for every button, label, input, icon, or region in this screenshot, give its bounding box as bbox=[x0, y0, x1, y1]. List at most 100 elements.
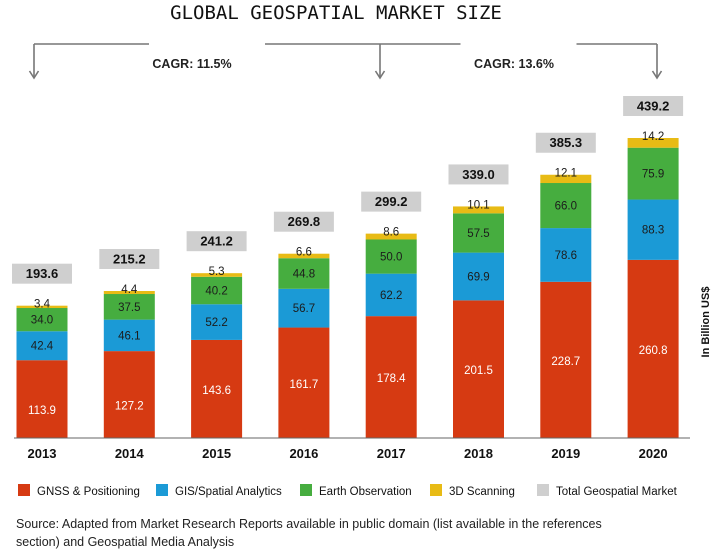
chart-title: GLOBAL GEOSPATIAL MARKET SIZE bbox=[170, 2, 502, 24]
data-label-gis-spatial-analytics-2015: 52.2 bbox=[205, 317, 227, 329]
legend-swatch-3d-scanning bbox=[430, 484, 442, 496]
data-label-gis-spatial-analytics-2019: 78.6 bbox=[555, 250, 577, 262]
bar-gnss-positioning-2018 bbox=[453, 300, 504, 438]
bar-gis-spatial-analytics-2017 bbox=[365, 273, 417, 317]
total-badge-2019 bbox=[535, 132, 596, 153]
data-label-3d-scanning-2020: 14.2 bbox=[642, 131, 664, 143]
data-label-earth-observation-2019: 66.0 bbox=[555, 201, 577, 213]
data-label-3d-scanning-2016: 6.6 bbox=[296, 247, 312, 259]
data-label-3d-scanning-2013: 3.4 bbox=[34, 299, 51, 311]
data-label-3d-scanning-2017: 8.6 bbox=[383, 227, 399, 239]
bars: 113.9 42.4 34.0 3.4 193.6 127.2 46.1 37.5 4.4 215… bbox=[12, 96, 684, 438]
x-tick-2017: 2017 bbox=[377, 446, 406, 461]
legend: GNSS & Positioning GIS/Spatial Analytics E… bbox=[18, 484, 678, 498]
x-tick-2019: 2019 bbox=[551, 446, 580, 461]
data-label-gnss-positioning-2014: 127.2 bbox=[115, 401, 144, 413]
bar-3d-scanning-2014 bbox=[103, 291, 155, 295]
bar-gis-spatial-analytics-2015 bbox=[191, 304, 243, 340]
total-label-2018: 339.0 bbox=[462, 167, 495, 182]
bar-earth-observation-2015 bbox=[191, 276, 243, 305]
data-label-3d-scanning-2018: 10.1 bbox=[467, 199, 489, 211]
data-label-earth-observation-2020: 75.9 bbox=[642, 169, 664, 181]
bar-gis-spatial-analytics-2016 bbox=[278, 288, 330, 328]
data-label-gnss-positioning-2017: 178.4 bbox=[377, 373, 406, 385]
total-badge-2020 bbox=[623, 96, 684, 116]
bar-gis-spatial-analytics-2014 bbox=[103, 319, 155, 352]
x-tick-2018: 2018 bbox=[464, 446, 493, 461]
data-label-earth-observation-2017: 50.0 bbox=[380, 252, 402, 264]
cagr-brackets: CAGR: 11.5% CAGR: 13.6% bbox=[28, 43, 663, 80]
bar-3d-scanning-2020 bbox=[627, 138, 679, 148]
cagr-arrow-2020-head bbox=[651, 70, 663, 80]
bar-gnss-positioning-2015 bbox=[191, 339, 243, 438]
data-label-gnss-positioning-2016: 161.7 bbox=[290, 379, 319, 391]
data-label-gis-spatial-analytics-2016: 56.7 bbox=[293, 303, 315, 315]
total-badge-2017 bbox=[361, 191, 422, 212]
data-label-gis-spatial-analytics-2014: 46.1 bbox=[118, 330, 140, 342]
legend-label-gis-spatial-analytics: GIS/Spatial Analytics bbox=[175, 486, 282, 498]
source-note-line-1: Source: Adapted from Market Research Rep… bbox=[16, 517, 602, 531]
total-label-2019: 385.3 bbox=[550, 135, 583, 150]
bar-earth-observation-2017 bbox=[365, 239, 417, 274]
data-label-earth-observation-2016: 44.8 bbox=[293, 269, 315, 281]
total-badge-2016 bbox=[273, 211, 334, 232]
data-label-gis-spatial-analytics-2020: 88.3 bbox=[642, 225, 664, 237]
data-label-gnss-positioning-2019: 228.7 bbox=[551, 356, 580, 368]
bar-gnss-positioning-2020 bbox=[627, 259, 679, 438]
x-tick-2013: 2013 bbox=[28, 446, 57, 461]
legend-swatch-total-geospatial-market bbox=[537, 484, 549, 496]
legend-swatch-earth-observation bbox=[300, 484, 312, 496]
data-label-gis-spatial-analytics-2013: 42.4 bbox=[31, 341, 54, 353]
bar-gnss-positioning-2019 bbox=[540, 281, 592, 438]
bar-earth-observation-2020 bbox=[627, 147, 679, 200]
bar-gnss-positioning-2014 bbox=[103, 351, 155, 438]
legend-label-gnss-positioning: GNSS & Positioning bbox=[37, 486, 140, 498]
x-tick-2014: 2014 bbox=[115, 446, 145, 461]
data-label-3d-scanning-2014: 4.4 bbox=[121, 284, 138, 296]
bar-gis-spatial-analytics-2020 bbox=[627, 199, 679, 260]
bar-gis-spatial-analytics-2019 bbox=[540, 228, 592, 282]
bar-earth-observation-2018 bbox=[453, 213, 504, 253]
bar-3d-scanning-2018 bbox=[453, 206, 504, 214]
legend-swatch-gnss-positioning bbox=[18, 484, 30, 496]
bar-3d-scanning-2019 bbox=[540, 174, 592, 184]
bar-3d-scanning-2017 bbox=[365, 233, 417, 240]
bar-3d-scanning-2015 bbox=[191, 273, 243, 277]
total-label-2013: 193.6 bbox=[26, 266, 59, 281]
bar-gnss-positioning-2016 bbox=[278, 327, 330, 438]
x-tick-2016: 2016 bbox=[289, 446, 318, 461]
total-badge-2015 bbox=[186, 231, 247, 252]
data-label-3d-scanning-2015: 5.3 bbox=[209, 266, 225, 278]
data-label-earth-observation-2013: 34.0 bbox=[31, 315, 53, 327]
data-label-gnss-positioning-2015: 143.6 bbox=[202, 385, 231, 397]
legend-label-earth-observation: Earth Observation bbox=[319, 486, 412, 498]
bar-gis-spatial-analytics-2018 bbox=[453, 252, 504, 301]
legend-label-total-geospatial-market: Total Geospatial Market bbox=[556, 486, 678, 498]
x-tick-2020: 2020 bbox=[639, 446, 668, 461]
legend-swatch-gis-spatial-analytics bbox=[156, 484, 168, 496]
bar-earth-observation-2019 bbox=[540, 183, 592, 229]
x-tick-2015: 2015 bbox=[202, 446, 231, 461]
bar-gnss-positioning-2013 bbox=[16, 360, 68, 438]
data-label-3d-scanning-2019: 12.1 bbox=[555, 168, 577, 180]
source-note-line-2: section) and Geospatial Media Analysis bbox=[16, 535, 234, 549]
y-axis-label: In Billion US$ bbox=[700, 287, 712, 358]
x-tick-labels: 2013 2014 2015 2016 2017 2018 2019 2020 bbox=[28, 446, 668, 461]
total-label-2015: 241.2 bbox=[200, 234, 233, 249]
bar-3d-scanning-2013 bbox=[16, 305, 68, 309]
data-label-earth-observation-2014: 37.5 bbox=[118, 302, 140, 314]
cagr-arrow-2017-head bbox=[374, 70, 386, 80]
total-badge-2014 bbox=[99, 249, 160, 270]
total-label-2017: 299.2 bbox=[375, 194, 408, 209]
bar-earth-observation-2016 bbox=[278, 258, 330, 289]
data-label-gnss-positioning-2020: 260.8 bbox=[639, 345, 668, 357]
total-label-2020: 439.2 bbox=[637, 99, 670, 114]
bar-gis-spatial-analytics-2013 bbox=[16, 331, 68, 361]
bar-gnss-positioning-2017 bbox=[365, 316, 417, 438]
total-badge-2018 bbox=[448, 164, 509, 185]
cagr-label-0: CAGR: 11.5% bbox=[152, 57, 231, 71]
total-label-2016: 269.8 bbox=[288, 214, 321, 229]
cagr-label-1: CAGR: 13.6% bbox=[474, 57, 554, 71]
